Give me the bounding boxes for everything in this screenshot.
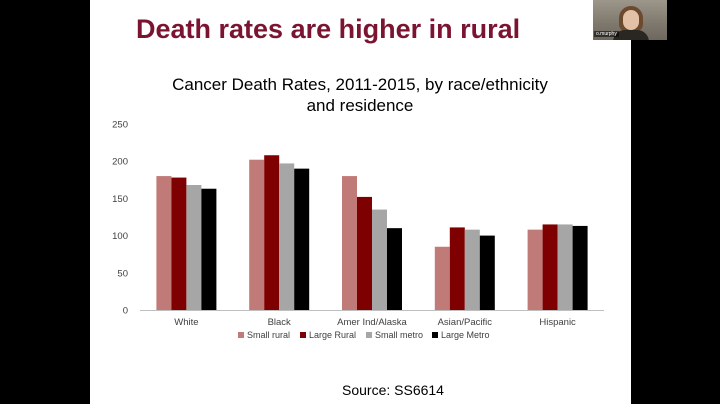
- legend-swatch-large-rural: [300, 332, 306, 338]
- legend-swatch-large-metro: [432, 332, 438, 338]
- bar-large-metro: [387, 228, 402, 310]
- slide-title: Death rates are higher in rural: [136, 14, 521, 44]
- y-tick-label: 250: [112, 120, 128, 131]
- chart-title-line: Cancer Death Rates, 2011-2015, by race/e…: [172, 75, 548, 94]
- y-tick-label: 200: [112, 157, 128, 168]
- x-tick-label: Hispanic: [539, 317, 576, 328]
- y-tick-label: 50: [117, 268, 128, 279]
- bar-large-metro: [572, 225, 588, 310]
- bar-large-metro: [479, 235, 495, 310]
- chart-title-line: and residence: [307, 96, 414, 115]
- bar-large-metro: [294, 168, 310, 310]
- legend-label: Large Rural: [309, 330, 356, 340]
- bar-small-metro: [372, 209, 387, 310]
- bar-small-rural: [249, 159, 265, 310]
- bar-large-rural: [357, 196, 372, 310]
- x-tick-label: White: [174, 317, 198, 328]
- bar-small-rural: [342, 176, 357, 310]
- legend-label: Small metro: [375, 330, 423, 340]
- bar-small-rural: [434, 246, 450, 310]
- source-note: Source: SS6614: [342, 382, 444, 398]
- bar-large-rural: [542, 224, 558, 310]
- webcam-name-label: o.murphy: [594, 31, 619, 37]
- legend-swatch-small-metro: [366, 332, 372, 338]
- bar-large-rural: [449, 227, 465, 310]
- y-tick-label: 0: [123, 306, 128, 317]
- y-tick-label: 100: [112, 231, 128, 242]
- bar-small-rural: [156, 176, 172, 310]
- bar-small-rural: [527, 229, 543, 310]
- slide: Death rates are higher in rural Cancer D…: [90, 0, 631, 404]
- bar-small-metro: [279, 163, 295, 310]
- legend-label: Small rural: [247, 330, 290, 340]
- y-tick-label: 150: [112, 194, 128, 205]
- chart: Cancer Death Rates, 2011-2015, by race/e…: [112, 75, 604, 340]
- webcam-person-body: [613, 30, 649, 40]
- bar-small-metro: [186, 185, 202, 310]
- bar-large-metro: [201, 188, 217, 310]
- bar-large-rural: [264, 155, 280, 310]
- webcam-thumbnail[interactable]: o.murphy: [593, 0, 667, 40]
- x-tick-label: Asian/Pacific: [438, 317, 493, 328]
- x-tick-label: Amer Ind/Alaska: [337, 317, 407, 328]
- bar-small-metro: [557, 224, 573, 310]
- bar-large-rural: [171, 177, 187, 310]
- x-tick-label: Black: [268, 317, 291, 328]
- webcam-person-face: [623, 10, 639, 30]
- bar-small-metro: [464, 229, 480, 310]
- legend-swatch-small-rural: [238, 332, 244, 338]
- legend-label: Large Metro: [441, 330, 490, 340]
